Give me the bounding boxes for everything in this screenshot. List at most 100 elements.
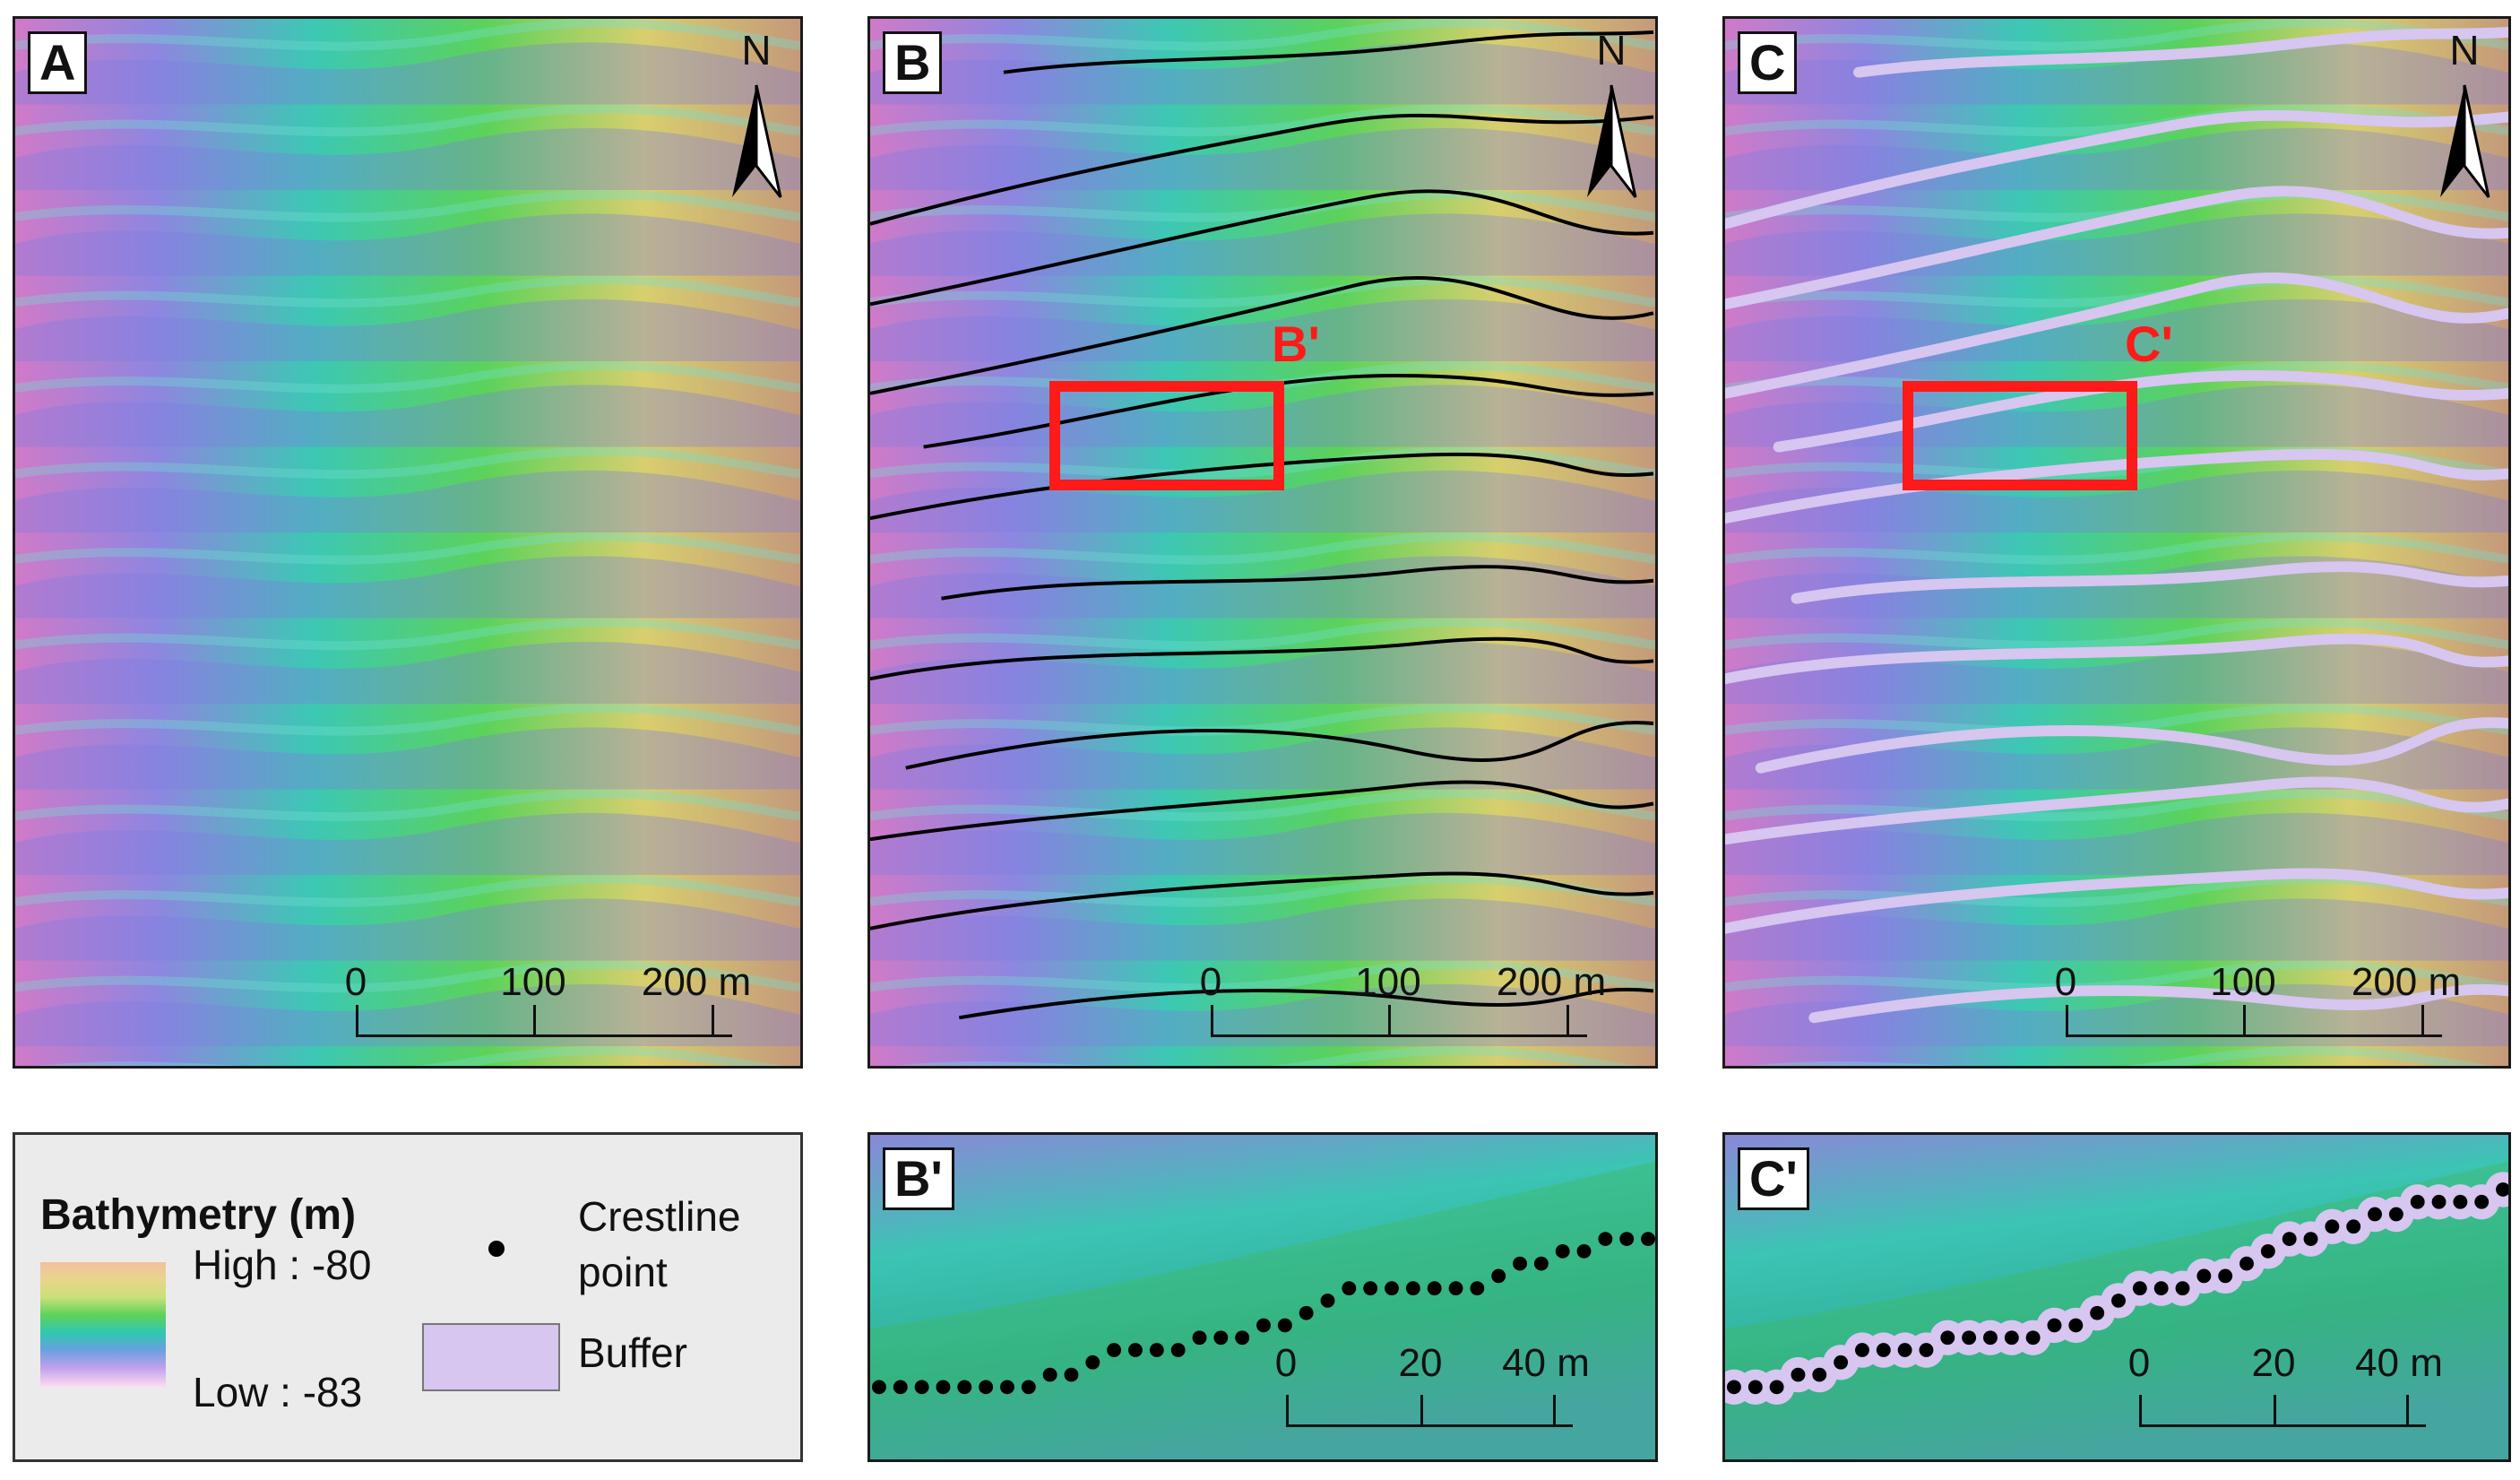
bathymetry-map-a [15,19,800,1066]
crestline-point [1834,1355,1848,1370]
crestline-point [1022,1380,1036,1394]
crestline-point [2048,1319,2062,1333]
zoom-extent-b [1049,381,1284,490]
map-panel-b: B' B N 0 100 200 m [867,16,1658,1069]
crestline-point [1278,1319,1292,1333]
scale-tick-200: 200 m [1497,960,1606,1005]
north-arrow-icon: N [725,31,788,202]
crestline-point [2389,1207,2403,1222]
scale-tick-0: 0 [2055,960,2076,1005]
crestline-point [1256,1319,1271,1333]
crestline-point [2133,1281,2147,1295]
crestline-point [1812,1368,1826,1382]
crestline-point [1428,1281,1442,1295]
crestline-point-symbol [488,1241,505,1257]
panel-label-c: C [1738,31,1797,94]
crestline-point [872,1380,886,1394]
crestline-point [2432,1195,2447,1209]
scale-tick-0: 0 [2128,1341,2150,1386]
crestline-label-line2: point [578,1244,741,1300]
crestline-point [1641,1232,1655,1246]
crestline-point [2474,1195,2489,1209]
bathymetry-color-ramp [40,1262,166,1388]
crestline-point [1556,1244,1570,1259]
scale-tick-100: 100 [1355,960,1420,1005]
crestline-point [2218,1269,2232,1284]
crestline-point [1983,1330,1998,1345]
crestline-point [1107,1343,1121,1357]
map-panel-c: C' C N 0 100 200 m [1722,16,2511,1069]
crestline-point [2261,1244,2275,1259]
crestline-point [2283,1232,2297,1246]
scale-tick-100: 100 [2210,960,2275,1005]
crestline-point [1898,1343,1912,1357]
crestline-point [1791,1368,1805,1382]
legend-low-label: Low : -83 [193,1368,362,1416]
scale-bar-c: 0 100 200 m [2057,960,2451,1050]
zoom-label-c: C' [2125,315,2173,373]
crestline-point-label: Crestline point [578,1189,741,1300]
zoom-label-b: B' [1272,315,1320,373]
crestline-point [1534,1257,1549,1271]
crestline-point [1598,1232,1612,1246]
crestline-label-line1: Crestline [578,1189,741,1244]
crestline-point [1065,1368,1079,1382]
crestline-point [1385,1281,1399,1295]
crestline-point [1363,1281,1377,1295]
north-arrow-icon: N [2433,31,2496,202]
scale-tick-20: 20 [1399,1341,1443,1386]
scale-bar-c-prime: 0 20 40 m [2130,1341,2435,1440]
crestline-point [2368,1207,2382,1222]
crestline-point [893,1380,908,1394]
crestline-point [957,1380,971,1394]
legend-high-label: High : -80 [193,1241,371,1289]
panel-label-a: A [28,31,87,94]
crestline-point [1235,1330,1249,1345]
scale-tick-0: 0 [1275,1341,1297,1386]
scale-tick-100: 100 [500,960,565,1005]
crestline-point [2304,1232,2318,1246]
crestline-point [2176,1281,2190,1295]
crestline-point [1770,1380,1784,1394]
crestline-point [915,1380,929,1394]
crestline-point [1940,1330,1955,1345]
crestline-point [1470,1281,1484,1295]
crestline-point [1962,1330,1976,1345]
north-label: N [2433,26,2496,74]
legend: Bathymetry (m) High : -80 Low : -83 Cres… [13,1132,803,1462]
scale-tick-0: 0 [1200,960,1221,1005]
north-label: N [1580,26,1643,74]
crestline-point [1513,1257,1527,1271]
crestline-point [2346,1219,2360,1233]
north-arrow-icon: N [1580,31,1643,202]
crestline-point [1577,1244,1592,1259]
crestline-point [1727,1380,1741,1394]
crestline-point [1128,1343,1143,1357]
scale-bar-a: 0 100 200 m [347,960,741,1050]
crestline-point [1877,1343,1891,1357]
crestline-point [2325,1219,2339,1233]
crestline-point [1920,1343,1934,1357]
bathymetry-map-c [1725,19,2508,1066]
north-label: N [725,26,788,74]
scale-bar-b-prime: 0 20 40 m [1277,1341,1582,1440]
panel-label-b: B [883,31,942,94]
crestline-point [2005,1330,2019,1345]
scale-tick-200: 200 m [2352,960,2461,1005]
buffer-label: Buffer [578,1329,687,1377]
crestline-point [1085,1355,1100,1370]
scale-tick-40: 40 m [1502,1341,1590,1386]
zoom-panel-c-prime: C' 0 20 40 m [1722,1132,2511,1462]
crestline-point [2026,1330,2041,1345]
crestline-point [1321,1294,1335,1308]
crestline-point [1449,1281,1463,1295]
crestline-point [1171,1343,1186,1357]
scale-tick-20: 20 [2252,1341,2296,1386]
crestline-point [1213,1330,1228,1345]
crestline-point [2196,1269,2211,1284]
bathymetry-map-b [870,19,1655,1066]
legend-title: Bathymetry (m) [40,1190,356,1240]
crestline-point [1000,1380,1014,1394]
zoom-extent-c [1903,381,2137,490]
crestline-point [2090,1306,2104,1320]
